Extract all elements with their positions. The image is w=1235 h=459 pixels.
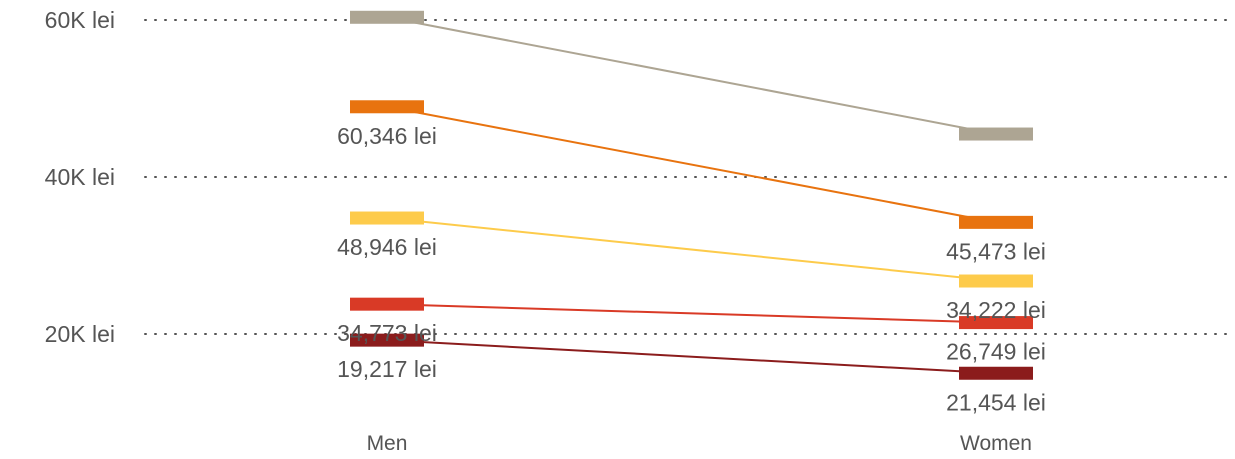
category-label: Men	[367, 432, 408, 455]
series-marker	[350, 10, 424, 24]
series-marker	[350, 333, 424, 347]
data-label: 21,454 lei	[946, 389, 1046, 415]
y-tick-label: 40K lei	[45, 164, 115, 190]
series-line	[386, 217, 997, 283]
data-label: 60,346 lei	[337, 123, 437, 149]
series-marker	[959, 366, 1033, 380]
data-labels: 60,346 lei 45,473 lei 48,946 lei 34,222 lei…	[337, 123, 1046, 415]
data-label: 48,946 lei	[337, 234, 437, 260]
series-line	[386, 16, 997, 136]
series-lines	[386, 16, 997, 375]
series-marker	[959, 215, 1033, 229]
series-marker	[959, 316, 1033, 330]
series-marker	[350, 211, 424, 225]
series-marker	[350, 100, 424, 114]
series-line	[386, 339, 997, 375]
series-marker	[350, 297, 424, 311]
series-line	[386, 303, 997, 324]
data-label: 45,473 lei	[946, 238, 1046, 264]
category-labels: Men Women	[367, 432, 1032, 455]
series-markers	[350, 10, 1033, 380]
gridlines	[144, 19, 1235, 335]
y-axis-ticks: 20K lei 40K lei 60K lei	[45, 7, 115, 347]
y-tick-label: 20K lei	[45, 321, 115, 347]
data-label: 26,749 lei	[946, 339, 1046, 365]
series-marker	[959, 274, 1033, 288]
data-label: 34,773 lei	[337, 320, 437, 346]
y-tick-label: 60K lei	[45, 7, 115, 33]
data-label: 34,222 lei	[946, 297, 1046, 323]
data-label: 19,217 lei	[337, 356, 437, 382]
series-marker	[959, 127, 1033, 141]
series-line	[386, 105, 997, 224]
category-label: Women	[960, 432, 1032, 455]
